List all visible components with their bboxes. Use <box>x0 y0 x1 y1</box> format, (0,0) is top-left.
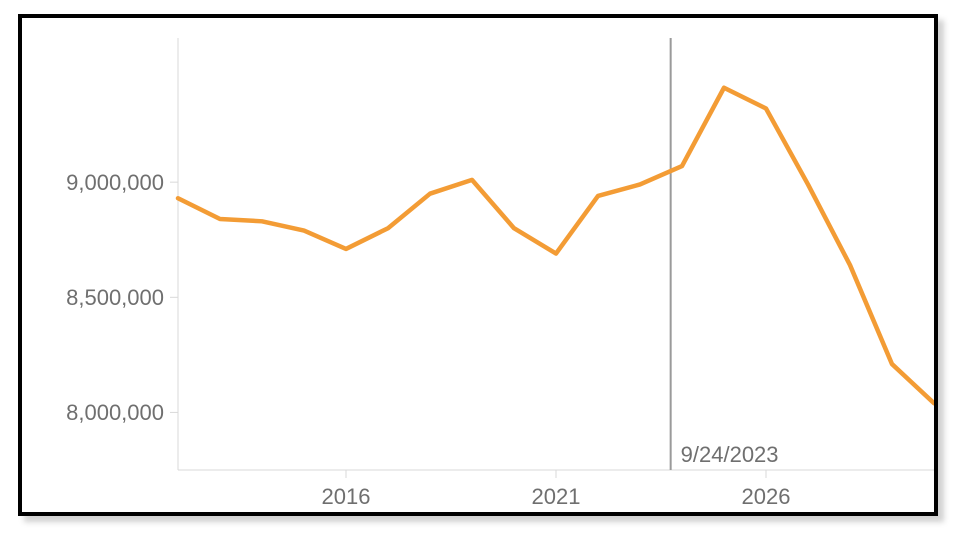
data-series-line <box>178 88 934 403</box>
y-tick-label: 8,000,000 <box>66 400 164 425</box>
chart-outer-frame: 8,000,000 8,500,000 9,000,000 2016 2021 2026 9… <box>18 14 938 516</box>
y-tick-label: 8,500,000 <box>66 285 164 310</box>
x-tick-label: 2026 <box>742 484 791 509</box>
reference-line-label: 9/24/2023 <box>681 442 779 467</box>
y-tick-label: 9,000,000 <box>66 170 164 195</box>
line-chart: 8,000,000 8,500,000 9,000,000 2016 2021 2026 9… <box>22 18 934 512</box>
chart-inner: 8,000,000 8,500,000 9,000,000 2016 2021 2026 9… <box>18 14 938 516</box>
x-tick-label: 2021 <box>532 484 581 509</box>
x-tick-label: 2016 <box>322 484 371 509</box>
